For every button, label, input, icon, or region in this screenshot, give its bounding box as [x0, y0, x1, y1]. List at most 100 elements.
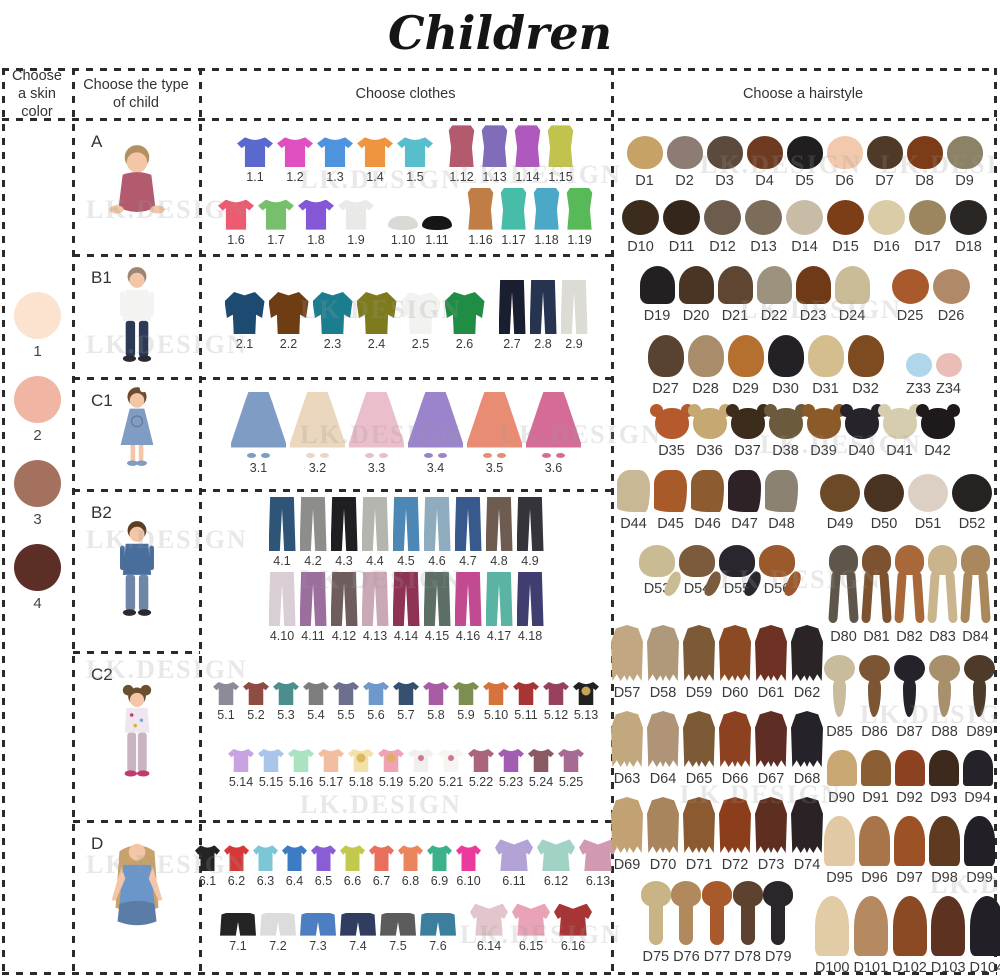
clothes-label: 6.4 [285, 874, 304, 889]
clothes-line: 5.1 5.2 5.3 5.4 5.5 5.6 5.7 5.8 5.9 5.10 5.11 5.12 5… [200, 682, 612, 722]
hairstyle-swatch-D28 [687, 335, 724, 377]
hairstyle-item-D91: D91 [860, 750, 891, 806]
hairstyle-label: D100 [814, 960, 850, 976]
hairstyle-label: D11 [668, 239, 695, 255]
hairstyle-label: D12 [709, 239, 736, 255]
hairstyle-swatch-D86 [859, 655, 890, 717]
clothes-item-5.20: 5.20 [408, 749, 434, 789]
hairstyle-swatch-D83 [928, 545, 957, 575]
hairstyle-item-D102: D102 [892, 896, 927, 976]
clothes-swatch-5.25 [558, 749, 584, 772]
clothes-swatch-6.16 [554, 903, 592, 936]
hairstyle-item-D37: D37 [725, 404, 770, 459]
clothes-label: 6.8 [401, 874, 420, 889]
clothes-item-1.5: 1.5 [397, 137, 433, 184]
clothes-item-6.12: 6.12 [537, 839, 575, 888]
clothes-line: 7.1 7.2 7.3 7.4 7.5 7.6 6.14 6.15 6.16 [200, 903, 612, 953]
clothes-item-5.11: 5.11 [513, 682, 539, 722]
hair-group: D19 D20 D21 D22 D23 D24 [639, 266, 870, 324]
clothes-swatch-5.21 [438, 749, 464, 772]
clothes-item-7.5: 7.5 [380, 912, 416, 953]
clothes-label: 5.3 [277, 708, 295, 722]
clothes-label: 4.18 [517, 629, 543, 643]
hairstyle-swatch-D9 [946, 136, 983, 169]
clothes-group: 2.1 2.2 2.3 2.4 2.5 2.6 [224, 292, 485, 351]
clothes-swatch-5.9 [453, 682, 479, 705]
clothes-swatch-6.14 [470, 903, 508, 936]
hairstyle-item-D88: D88 [929, 655, 960, 740]
clothes-label: 1.4 [366, 170, 384, 185]
hairstyle-swatch-D80 [829, 545, 858, 575]
clothes-label: 3.3 [367, 460, 386, 475]
child-row-B1: B1 2.1 2.2 2.3 2.4 2.5 2.6 2.7 2.8 2.9 [73, 254, 612, 377]
clothes-swatch-5.24 [528, 749, 554, 772]
clothes-label: 7.2 [269, 938, 287, 953]
hairstyle-swatch-D13 [745, 200, 782, 235]
hair-group: D10 D11 D12 D13 D14 D15 D16 D17 D18 [622, 200, 987, 255]
hairstyle-item-D90: D90 [826, 750, 857, 806]
clothes-item-4.17: 4.17 [485, 572, 513, 643]
clothes-item-3.5: 3.5 [467, 391, 522, 475]
hairstyle-item-D86: D86 [859, 655, 890, 740]
hairstyle-swatch-D16 [868, 200, 905, 235]
clothes-item-2.8: 2.8 [529, 280, 557, 351]
hairstyle-item-D65: D65 [683, 711, 715, 787]
hairstyle-item-D70: D70 [647, 797, 679, 873]
clothes-swatch-6.11 [495, 839, 533, 872]
clothes-label: 5.22 [468, 775, 494, 789]
clothes-item-4.9: 4.9 [516, 497, 544, 568]
clothes-label: 5.14 [228, 775, 254, 789]
clothes-swatch-7.3 [300, 912, 336, 936]
clothes-item-1.16: 1.16 [466, 187, 495, 247]
clothes-item-5.17: 5.17 [318, 749, 344, 789]
clothes-swatch-4.3 [330, 497, 358, 551]
clothes-cell-B2: 4.1 4.2 4.3 4.4 4.5 4.6 4.7 4.8 4.9 4.10 4.11 4.12 4… [200, 489, 612, 651]
hairstyle-item-D94: D94 [962, 750, 993, 806]
clothes-swatch-4.8 [485, 497, 513, 551]
hairstyle-swatch-D63 [611, 711, 643, 767]
clothes-item-2.9: 2.9 [560, 280, 588, 351]
clothes-item-1.7: 1.7 [258, 199, 294, 247]
header-skin-color: Choose a skin color [12, 67, 62, 121]
clothes-label: 5.6 [367, 708, 385, 722]
child-figure-D [73, 826, 200, 970]
clothes-swatch-6.15 [512, 903, 550, 936]
hairstyle-item-D11: D11 [663, 200, 700, 255]
clothes-item-7.3: 7.3 [300, 912, 336, 953]
hairstyle-swatch-D82 [895, 545, 924, 575]
shoes-icon [247, 452, 270, 458]
hairstyle-swatch-D37 [725, 404, 770, 439]
hair-group: D49 D50 D51 D52 [820, 474, 992, 532]
hairstyle-label: D48 [768, 516, 795, 532]
clothes-label: 1.17 [501, 232, 526, 247]
hairstyle-swatch-D104 [969, 896, 1000, 956]
hairstyle-label: D67 [757, 771, 785, 787]
clothes-item-3.3: 3.3 [349, 391, 404, 475]
grid-line [2, 68, 5, 974]
hairstyle-label: D69 [613, 857, 641, 873]
hairstyle-label: D31 [812, 381, 839, 397]
clothes-swatch-5.23 [498, 749, 524, 772]
hairstyle-label: D77 [703, 949, 731, 965]
hairstyle-swatch-D65 [683, 711, 715, 767]
clothes-label: 6.11 [502, 874, 526, 889]
hairstyle-item-D84: D84 [961, 545, 990, 645]
hairstyle-row: D10 D11 D12 D13 D14 D15 D16 D17 D18 [612, 200, 997, 255]
hairstyle-label: D39 [810, 443, 837, 459]
clothes-label: 1.16 [468, 232, 493, 247]
clothes-group: 5.14 5.15 5.16 5.17 5.18 5.19 5.20 5.21 5.22 5.23… [228, 749, 584, 789]
clothes-item-1.12: 1.12 [447, 125, 476, 184]
clothes-swatch-6.10 [456, 845, 481, 872]
clothes-item-6.7: 6.7 [369, 845, 394, 888]
clothes-label: 4.9 [521, 554, 539, 568]
clothes-item-4.7: 4.7 [454, 497, 482, 568]
header-hairstyle: Choose a hairstyle [742, 85, 864, 102]
hairstyle-label: D9 [955, 173, 974, 189]
clothes-label: 5.11 [514, 708, 538, 722]
hairstyle-item-D68: D68 [791, 711, 823, 787]
hairstyle-label: D15 [832, 239, 859, 255]
clothes-label: 1.5 [406, 170, 424, 185]
hairstyle-label: D5 [795, 173, 814, 189]
hairstyle-label: D1 [635, 173, 654, 189]
hair-group: D100D101D102D103D104 [815, 896, 1000, 976]
